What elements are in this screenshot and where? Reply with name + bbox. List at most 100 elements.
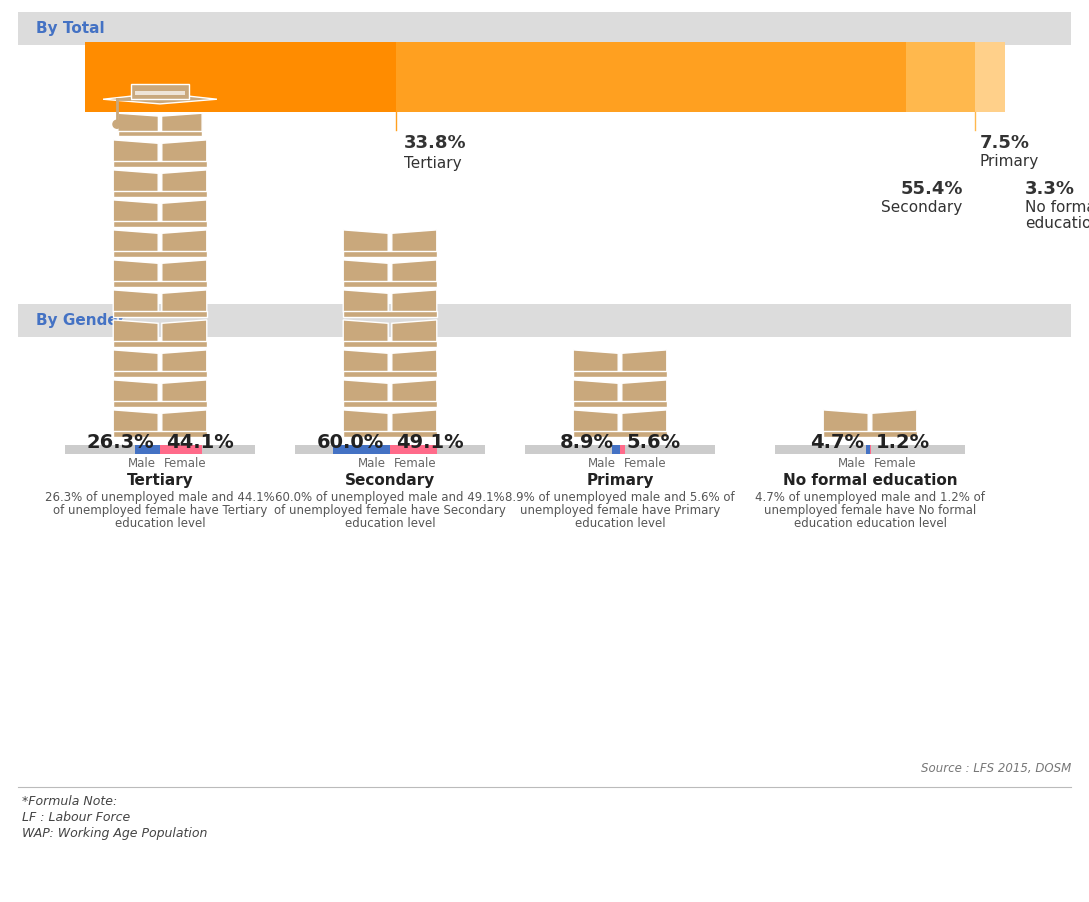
Polygon shape [113, 320, 158, 342]
Bar [160, 445, 201, 454]
Bar [118, 131, 203, 136]
Bar [573, 371, 666, 377]
Text: 44.1%: 44.1% [166, 433, 234, 452]
FancyBboxPatch shape [131, 84, 189, 99]
Bar [113, 431, 207, 437]
Text: Secondary: Secondary [881, 200, 963, 215]
Text: 26.3% of unemployed male and 44.1%: 26.3% of unemployed male and 44.1% [45, 491, 274, 504]
Bar [113, 221, 207, 226]
Bar [612, 445, 620, 454]
Text: 55.4%: 55.4% [901, 180, 963, 198]
Polygon shape [872, 410, 917, 432]
Text: 1.2%: 1.2% [876, 433, 930, 452]
Text: 26.3%: 26.3% [86, 433, 154, 452]
Polygon shape [622, 380, 666, 402]
Text: 49.1%: 49.1% [396, 433, 464, 452]
Bar [775, 445, 965, 454]
Polygon shape [392, 380, 437, 402]
Polygon shape [343, 260, 388, 282]
Text: 3.3%: 3.3% [1025, 180, 1075, 198]
Text: Female: Female [164, 457, 207, 470]
Bar [333, 445, 390, 454]
Text: Source : LFS 2015, DOSM: Source : LFS 2015, DOSM [921, 762, 1070, 775]
Bar [525, 445, 715, 454]
Bar [113, 281, 207, 287]
Circle shape [113, 120, 121, 128]
Polygon shape [392, 410, 437, 432]
Text: Primary: Primary [980, 154, 1039, 169]
Polygon shape [113, 230, 158, 252]
Bar [113, 341, 207, 346]
Text: 60.0%: 60.0% [317, 433, 384, 452]
Polygon shape [113, 350, 158, 372]
Bar [135, 445, 160, 454]
Polygon shape [162, 320, 207, 342]
Polygon shape [118, 114, 158, 132]
Bar [343, 371, 437, 377]
Polygon shape [573, 380, 619, 402]
Polygon shape [343, 230, 388, 252]
Bar [343, 401, 437, 407]
Bar [85, 42, 396, 112]
Text: unemployed female have Primary: unemployed female have Primary [519, 504, 720, 517]
Text: Male: Male [839, 457, 866, 470]
Bar [343, 311, 437, 317]
Polygon shape [162, 260, 207, 282]
Bar [396, 42, 906, 112]
Polygon shape [622, 350, 666, 372]
Text: education: education [1025, 216, 1089, 231]
Text: 33.8%: 33.8% [404, 134, 466, 152]
Bar [870, 445, 871, 454]
Polygon shape [113, 140, 158, 162]
Polygon shape [113, 290, 158, 312]
Text: Female: Female [624, 457, 666, 470]
Text: 60.0% of unemployed male and 49.1%: 60.0% of unemployed male and 49.1% [276, 491, 505, 504]
Polygon shape [622, 410, 666, 432]
Bar [343, 341, 437, 346]
Text: No formal: No formal [1025, 200, 1089, 215]
Bar [573, 431, 666, 437]
Bar [823, 431, 917, 437]
Bar [866, 445, 870, 454]
Polygon shape [343, 290, 388, 312]
Text: education level: education level [575, 517, 665, 530]
Polygon shape [392, 230, 437, 252]
Polygon shape [573, 350, 619, 372]
Text: 4.7%: 4.7% [810, 433, 864, 452]
Text: No formal education: No formal education [783, 473, 957, 488]
Bar [113, 191, 207, 197]
Polygon shape [392, 290, 437, 312]
Bar [135, 90, 185, 95]
Bar [343, 281, 437, 287]
Text: LF : Labour Force: LF : Labour Force [22, 811, 131, 824]
Bar [19, 12, 1070, 45]
Polygon shape [162, 350, 207, 372]
Text: By Gender: By Gender [36, 313, 125, 328]
Bar [343, 251, 437, 257]
Bar [906, 42, 975, 112]
Text: 8.9% of unemployed male and 5.6% of: 8.9% of unemployed male and 5.6% of [505, 491, 735, 504]
Polygon shape [162, 230, 207, 252]
Polygon shape [573, 410, 619, 432]
Text: 4.7% of unemployed male and 1.2% of: 4.7% of unemployed male and 1.2% of [755, 491, 984, 504]
Text: By Total: By Total [36, 21, 105, 36]
Polygon shape [343, 380, 388, 402]
Text: Tertiary: Tertiary [404, 156, 462, 171]
Text: Tertiary: Tertiary [126, 473, 194, 488]
Polygon shape [343, 320, 388, 342]
Polygon shape [162, 170, 207, 192]
Text: unemployed female have No formal: unemployed female have No formal [763, 504, 976, 517]
Text: 5.6%: 5.6% [626, 433, 681, 452]
Bar [113, 161, 207, 167]
Polygon shape [392, 320, 437, 342]
Bar [620, 445, 625, 454]
Polygon shape [162, 410, 207, 432]
Polygon shape [343, 410, 388, 432]
Polygon shape [113, 380, 158, 402]
Polygon shape [113, 260, 158, 282]
Polygon shape [162, 290, 207, 312]
Bar [65, 445, 255, 454]
Polygon shape [162, 140, 207, 162]
Polygon shape [162, 200, 207, 222]
Text: education education level: education education level [794, 517, 946, 530]
